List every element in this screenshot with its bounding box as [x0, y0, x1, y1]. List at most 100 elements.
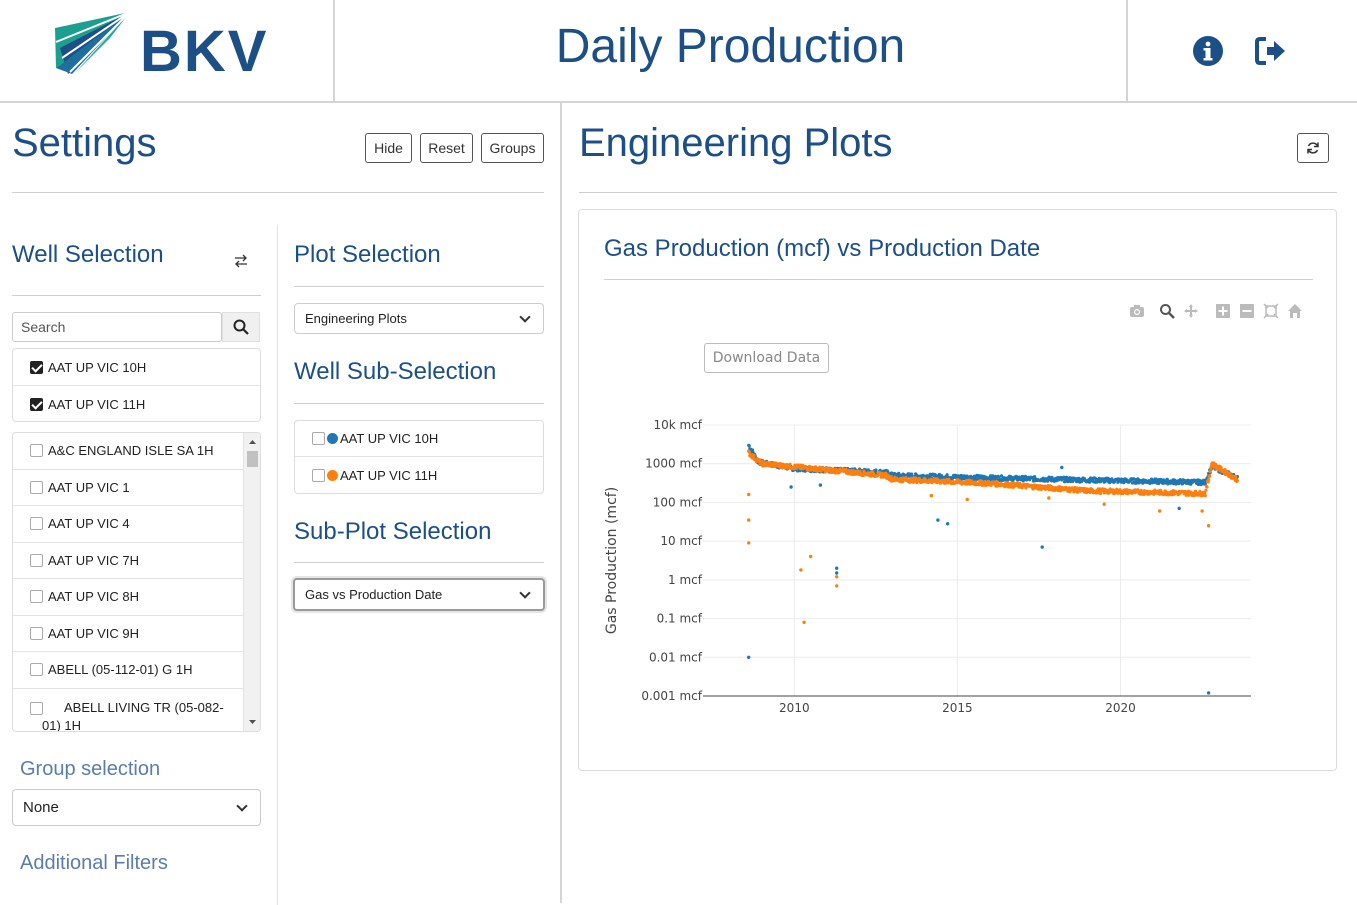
- well-sub-selection-title: Well Sub-Selection: [294, 358, 497, 385]
- data-point: [942, 478, 946, 482]
- scroll-up-icon[interactable]: [244, 435, 261, 449]
- sign-out-icon[interactable]: [1254, 34, 1288, 68]
- autoscale-icon[interactable]: [1263, 303, 1279, 319]
- data-point: [1208, 469, 1212, 474]
- checkbox[interactable]: [30, 517, 43, 531]
- refresh-button[interactable]: [1297, 133, 1329, 163]
- settings-title: Settings: [12, 121, 157, 165]
- data-point: [1206, 524, 1211, 528]
- checkbox[interactable]: [30, 590, 43, 604]
- well-list: A&C ENGLAND ISLE SA 1H AAT UP VIC 1 AAT …: [12, 432, 261, 732]
- checkbox[interactable]: [30, 626, 43, 640]
- plot-card-title: Gas Production (mcf) vs Production Date: [604, 235, 1041, 262]
- list-item[interactable]: A&C ENGLAND ISLE SA 1H: [13, 433, 244, 470]
- list-item[interactable]: AAT UP VIC 7H: [13, 543, 244, 579]
- info-circle-icon[interactable]: [1191, 34, 1225, 68]
- well-label: ABELL LIVING TR (05-082-01) 1H: [42, 699, 224, 732]
- sub-plot-selection-title: Sub-Plot Selection: [294, 518, 492, 545]
- divider: [294, 286, 544, 287]
- sub-plot-select[interactable]: Gas vs Production Date: [293, 578, 545, 611]
- data-point: [747, 444, 751, 448]
- download-data-button[interactable]: Download Data: [704, 343, 829, 373]
- list-item[interactable]: AAT UP VIC 9H: [13, 616, 244, 652]
- well-label: AAT UP VIC 11H: [48, 396, 146, 412]
- swap-arrows-icon[interactable]: [234, 254, 248, 268]
- data-point: [1208, 474, 1212, 478]
- plot-modebar: [1121, 303, 1303, 319]
- data-point: [747, 541, 751, 545]
- data-point: [1228, 471, 1232, 476]
- selected-well-item[interactable]: AAT UP VIC 11H: [13, 386, 260, 422]
- data-point: [1193, 489, 1198, 493]
- scroll-thumb[interactable]: [247, 451, 258, 467]
- pan-icon[interactable]: [1183, 303, 1199, 319]
- divider: [579, 192, 1337, 193]
- data-point: [1198, 491, 1202, 495]
- reset-button[interactable]: Reset: [420, 133, 473, 163]
- x-tick-label: 2020: [1105, 701, 1136, 715]
- selected-well-item[interactable]: AAT UP VIC 10H: [13, 349, 260, 386]
- list-item[interactable]: AAT UP VIC 11H: [295, 457, 543, 493]
- scroll-down-icon[interactable]: [244, 715, 261, 729]
- settings-panel: Settings Hide Reset Groups Well Selectio…: [0, 103, 562, 905]
- data-point: [1005, 478, 1009, 483]
- gas-production-chart[interactable]: 10k mcf 1000 mcf 100 mcf 10 mcf 1 mcf 0.1 mcf…: [589, 380, 1324, 730]
- checkbox[interactable]: [30, 360, 43, 374]
- list-item[interactable]: AAT UP VIC 4: [13, 506, 244, 543]
- divider: [604, 279, 1313, 280]
- data-point: [835, 584, 839, 588]
- data-point: [1206, 691, 1211, 695]
- data-point: [808, 554, 813, 559]
- app-header: BKV Daily Production: [0, 0, 1357, 103]
- checkbox[interactable]: [312, 468, 325, 482]
- list-item[interactable]: AAT UP VIC 8H: [13, 579, 244, 616]
- sub-plot-select-value: Gas vs Production Date: [305, 587, 443, 602]
- plot-select[interactable]: Engineering Plots: [294, 303, 544, 334]
- checkbox[interactable]: [30, 701, 43, 715]
- plots-title: Engineering Plots: [579, 121, 893, 165]
- group-select[interactable]: None: [12, 789, 261, 826]
- well-label: AAT UP VIC 1: [48, 479, 130, 495]
- list-item[interactable]: ABELL (05-112-01) G 1H: [13, 652, 244, 689]
- hide-button[interactable]: Hide: [365, 133, 412, 163]
- data-point: [1235, 479, 1239, 483]
- data-point: [1018, 481, 1022, 486]
- zoom-icon[interactable]: [1159, 303, 1175, 319]
- checkbox[interactable]: [312, 432, 325, 445]
- header-actions: [1128, 0, 1357, 101]
- refresh-icon: [1307, 142, 1319, 154]
- zoom-in-icon[interactable]: [1215, 303, 1231, 319]
- plot-selection-title: Plot Selection: [294, 241, 441, 268]
- well-label: AAT UP VIC 10H: [48, 359, 147, 375]
- additional-filters-link[interactable]: Additional Filters: [20, 852, 168, 874]
- data-point: [1098, 491, 1102, 495]
- data-point: [1177, 506, 1181, 511]
- camera-icon[interactable]: [1129, 303, 1145, 319]
- checkbox[interactable]: [30, 397, 43, 411]
- groups-button[interactable]: Groups: [481, 133, 544, 163]
- plot-card: Gas Production (mcf) vs Production Date …: [578, 209, 1337, 771]
- divider: [12, 295, 261, 296]
- data-point: [1204, 488, 1208, 492]
- checkbox[interactable]: [30, 444, 43, 458]
- checkbox[interactable]: [30, 480, 43, 494]
- data-point: [799, 568, 803, 572]
- scrollbar[interactable]: [243, 433, 260, 731]
- well-label: AAT UP VIC 4: [48, 516, 130, 532]
- search-input[interactable]: Search: [12, 312, 222, 342]
- series-aat-up-vic-11h: [747, 449, 1239, 624]
- y-tick-label: 100 mcf: [653, 495, 703, 509]
- well-sub-selection-list: AAT UP VIC 10H AAT UP VIC 11H: [294, 420, 544, 494]
- list-item[interactable]: ABELL LIVING TR (05-082-01) 1H: [13, 689, 244, 732]
- well-selection-title: Well Selection: [12, 241, 164, 268]
- title-area: Daily Production: [335, 0, 1128, 101]
- checkbox[interactable]: [30, 663, 43, 677]
- zoom-out-icon[interactable]: [1239, 303, 1255, 319]
- data-point: [1223, 468, 1227, 472]
- list-item[interactable]: AAT UP VIC 1: [13, 470, 244, 506]
- data-point: [936, 518, 940, 522]
- search-button[interactable]: [222, 312, 260, 342]
- reset-axes-icon[interactable]: [1287, 303, 1303, 319]
- checkbox[interactable]: [30, 553, 43, 567]
- list-item[interactable]: AAT UP VIC 10H: [295, 421, 543, 457]
